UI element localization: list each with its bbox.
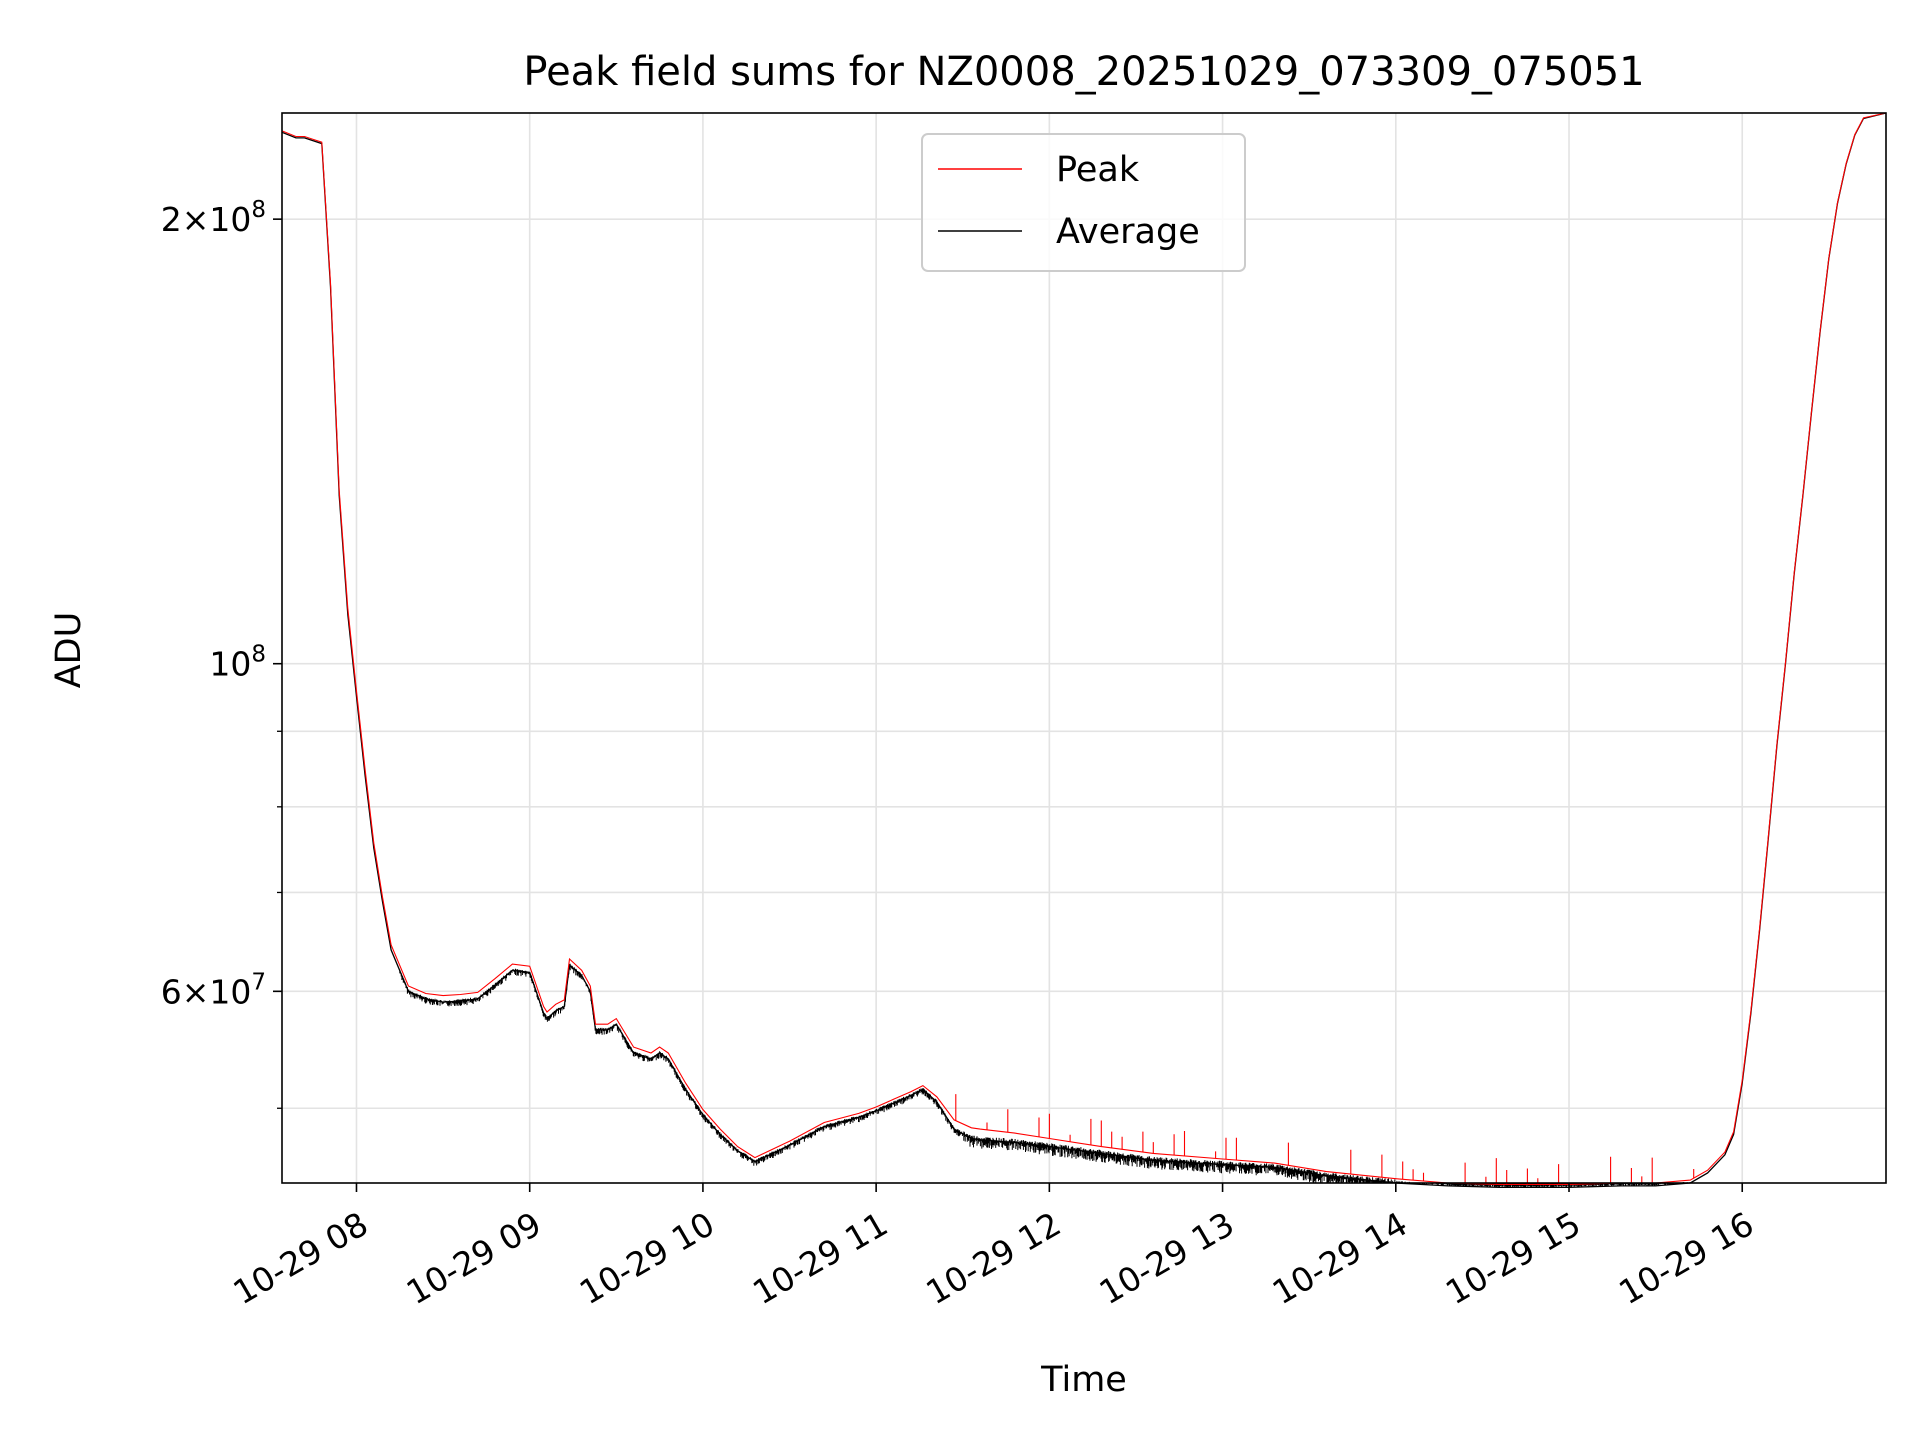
legend: Peak Average [921,133,1246,272]
legend-box [921,133,1246,272]
y-tick-label: 2×108 [161,197,266,239]
peak-noise-spikes [955,1094,1695,1185]
y-tick-label: 108 [209,642,266,684]
y-tick-exponent: 8 [251,642,266,668]
y-tick-exponent: 7 [251,969,266,995]
y-tick-base: 10 [209,200,251,239]
y-axis-label: ADU [49,612,89,689]
x-axis-label: Time [1040,1360,1127,1400]
y-tick-label: 6×107 [161,969,266,1011]
legend-label-peak: Peak [1056,150,1140,190]
series-line-peak [281,112,1887,1185]
y-tick-mantissa: 2 [161,200,182,239]
y-tick-times: × [182,972,210,1011]
y-tick-base: 10 [209,972,251,1011]
y-tick-base: 10 [209,645,251,684]
y-tick-exponent: 8 [251,197,266,223]
plot-frame [281,112,1887,1184]
y-tick-mantissa: 6 [161,972,182,1011]
legend-label-average: Average [1056,212,1200,252]
peak-spikes [955,1094,1695,1185]
y-tick-times: × [182,200,210,239]
chart-title: Peak field sums for NZ0008_20251029_0733… [523,49,1644,95]
